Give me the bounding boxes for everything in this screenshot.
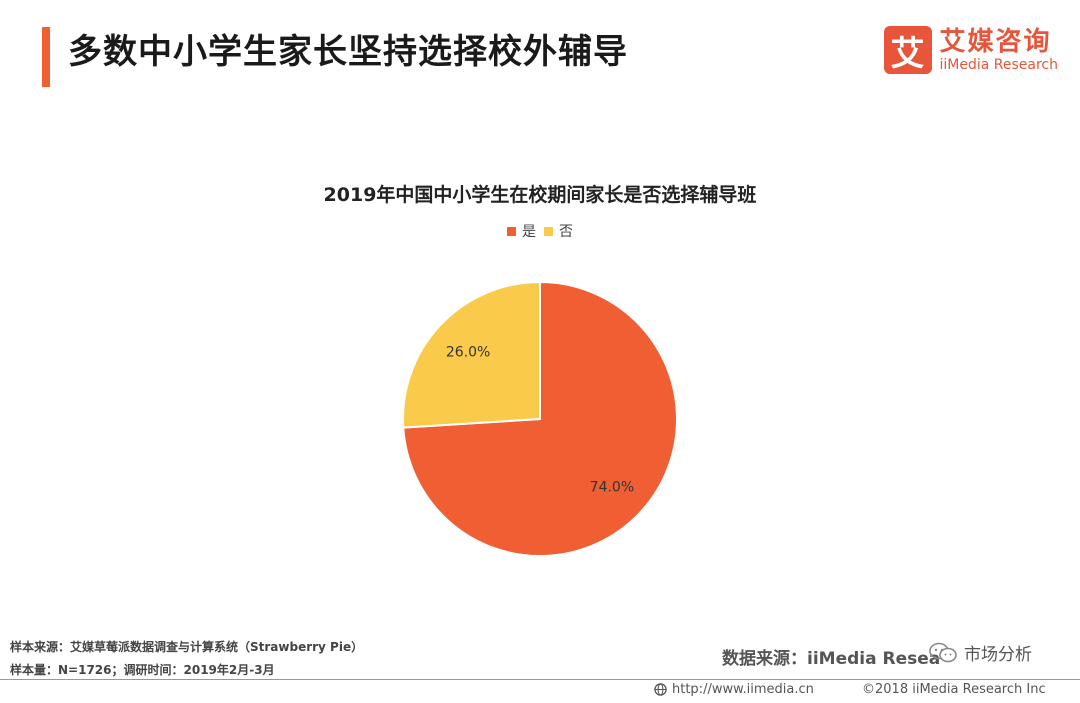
wechat-icon (929, 642, 957, 662)
legend-item-no: 否 (544, 221, 573, 241)
data-source: 数据来源：iiMedia Resea (722, 649, 941, 669)
footer-url[interactable]: http://www.iimedia.cn (672, 682, 814, 697)
legend-swatch-no (544, 226, 553, 236)
brand-logo: 艾 艾媒咨询 iiMedia Research (883, 26, 1059, 74)
chart-legend: 是 否 (0, 221, 1080, 241)
footer-copyright: ©2018 iiMedia Research Inc (862, 682, 1046, 697)
brand-name-cn: 艾媒咨询 (939, 27, 1052, 57)
brand-mark-icon: 艾 (883, 26, 932, 74)
legend-item-yes: 是 (507, 221, 536, 241)
watermark-text: 市场分析 (964, 645, 1032, 665)
sample-source-note: 样本来源：艾媒草莓派数据调查与计算系统（Strawberry Pie） (10, 640, 364, 654)
title-accent-bar (42, 27, 50, 87)
legend-label-no: 否 (559, 224, 573, 240)
pie-slice-1 (402, 280, 541, 429)
pie-label-1: 26.0% (446, 344, 490, 360)
chart-title: 2019年中国中小学生在校期间家长是否选择辅导班 (323, 184, 757, 206)
pie-label-0: 74.0% (590, 480, 634, 496)
footer-divider (0, 679, 1080, 680)
legend-label-yes: 是 (522, 224, 536, 240)
legend-swatch-yes (507, 226, 516, 236)
wechat-watermark: 市场分析 (928, 640, 1032, 665)
page-title: 多数中小学生家长坚持选择校外辅导 (68, 32, 628, 72)
brand-name-en: iiMedia Research (939, 57, 1059, 73)
globe-icon (654, 683, 667, 696)
footer-url-wrap: http://www.iimedia.cn (654, 682, 814, 697)
sample-size-note: 样本量：N=1726；调研时间：2019年2月-3月 (10, 663, 275, 677)
